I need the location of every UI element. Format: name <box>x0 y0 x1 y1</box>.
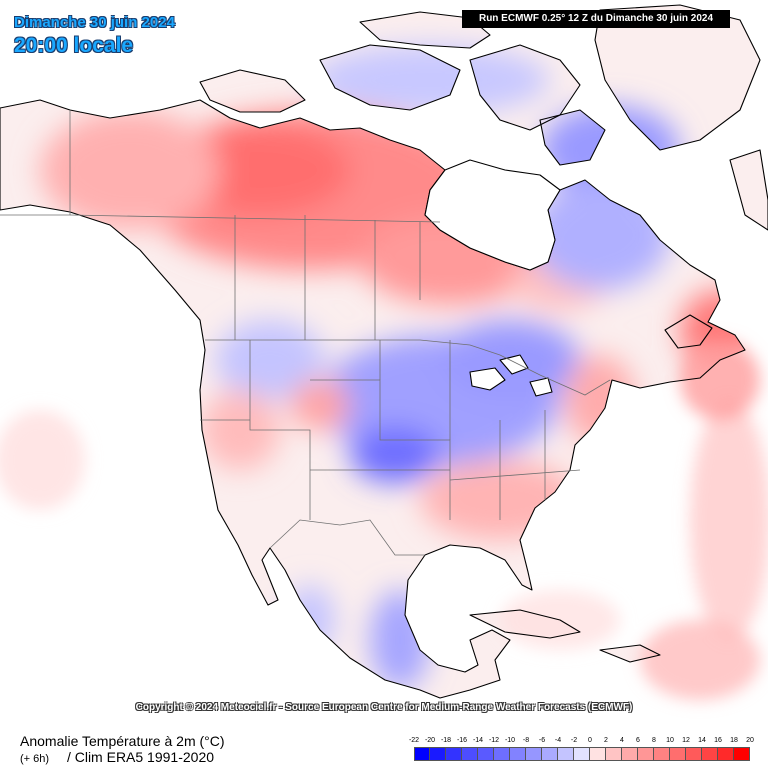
island-coastline <box>599 644 661 663</box>
island-coastline <box>199 69 306 113</box>
legend-swatch <box>670 747 686 761</box>
forecast-date: Dimanche 30 juin 2024 <box>14 14 175 31</box>
copyright-notice: Copyright © 2024 Meteociel.fr - Source E… <box>135 702 633 713</box>
border-line <box>269 519 425 556</box>
legend-label: -20 <box>424 737 436 744</box>
legend-swatch <box>686 747 702 761</box>
legend-swatch <box>446 747 462 761</box>
legend-swatch <box>462 747 478 761</box>
ocean-anomaly <box>0 340 768 700</box>
legend-label: -2 <box>570 737 578 744</box>
legend-label: -16 <box>456 737 468 744</box>
legend-swatch <box>542 747 558 761</box>
legend-swatch <box>574 747 590 761</box>
great-lake-outline <box>469 367 506 391</box>
model-run-label: Run ECMWF 0.25° 12 Z du Dimanche 30 juin… <box>462 10 730 28</box>
color-legend: -22 -20 -18 -16 -14 -12 -10 -8 -6 -4 -2 0 2 4 6 8 10 12 14… <box>409 737 754 767</box>
legend-label: -8 <box>522 737 530 744</box>
forecast-step: (+ 6h) <box>20 753 50 765</box>
legend-label: 2 <box>604 737 608 744</box>
legend-label: 18 <box>730 737 738 744</box>
legend-label: 16 <box>714 737 722 744</box>
legend-label: 0 <box>588 737 592 744</box>
anomaly-map <box>0 4 768 700</box>
border-line <box>205 339 611 396</box>
legend-swatch <box>622 747 638 761</box>
border-line <box>234 215 421 340</box>
legend-swatch <box>718 747 734 761</box>
legend-swatches <box>414 747 750 761</box>
legend-swatch <box>654 747 670 761</box>
great-lake-outline <box>529 377 553 397</box>
map-title: Anomalie Température à 2m (°C) <box>20 733 225 749</box>
legend-label: 10 <box>666 737 674 744</box>
island-coastline <box>664 314 713 349</box>
legend-swatch <box>414 747 430 761</box>
legend-label: -6 <box>538 737 546 744</box>
legend-label: 14 <box>698 737 706 744</box>
legend-swatch <box>430 747 446 761</box>
island-coastline <box>729 149 768 231</box>
legend-swatch <box>606 747 622 761</box>
legend-swatch <box>494 747 510 761</box>
legend-labels: -22 -20 -18 -16 -14 -12 -10 -8 -6 -4 -2 0 2 4 6 8 10 12 14… <box>409 737 754 747</box>
legend-swatch <box>558 747 574 761</box>
island-coastline <box>319 44 461 111</box>
legend-label: 20 <box>746 737 754 744</box>
legend-label: -18 <box>440 737 452 744</box>
island-coastline <box>469 609 581 639</box>
legend-swatch <box>526 747 542 761</box>
legend-label: 12 <box>682 737 690 744</box>
border-line <box>379 340 546 520</box>
legend-label: -10 <box>504 737 516 744</box>
legend-swatch <box>734 747 750 761</box>
forecast-time: 20:00 locale <box>14 34 134 57</box>
coastlines <box>0 4 768 699</box>
political-borders <box>0 110 611 556</box>
legend-label: -4 <box>554 737 562 744</box>
legend-swatch <box>510 747 526 761</box>
legend-swatch <box>638 747 654 761</box>
legend-label: 4 <box>620 737 624 744</box>
great-lake-outline <box>499 354 529 375</box>
legend-label: -22 <box>408 737 420 744</box>
border-line <box>249 340 451 520</box>
map-subtitle: (+ 6h) / Clim ERA5 1991-2020 <box>20 749 214 765</box>
hudson-bay-coastline <box>424 159 561 271</box>
border-line <box>69 214 441 223</box>
island-coastline <box>359 11 491 49</box>
legend-swatch <box>702 747 718 761</box>
legend-label: 8 <box>652 737 656 744</box>
legend-swatch <box>590 747 606 761</box>
border-line <box>200 419 581 481</box>
legend-label: -14 <box>472 737 484 744</box>
legend-label: 6 <box>636 737 640 744</box>
legend-swatch <box>478 747 494 761</box>
climatology-label: / Clim ERA5 1991-2020 <box>66 749 215 765</box>
map-panel <box>0 4 768 700</box>
legend-label: -12 <box>488 737 500 744</box>
island-coastline <box>539 109 606 166</box>
